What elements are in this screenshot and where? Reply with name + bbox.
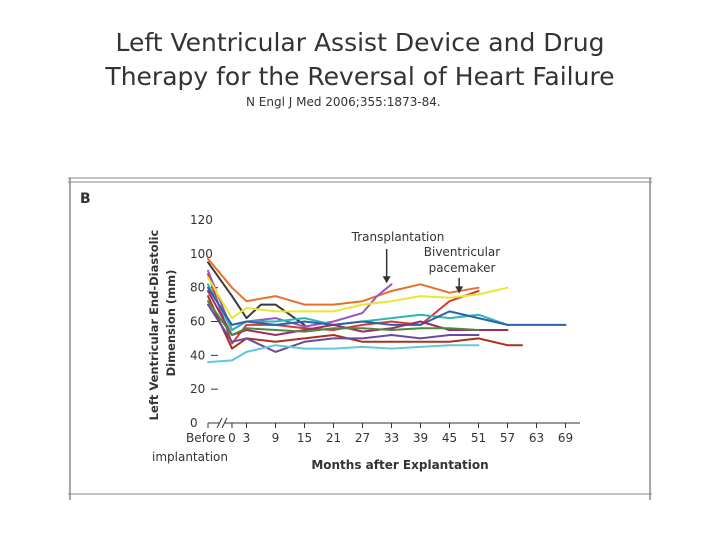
y-tick-label-0: 0 (190, 416, 198, 430)
x-tick-before-line2: implantation (152, 450, 228, 464)
axis-break-mark-2 (221, 417, 228, 429)
series-line-12 (207, 344, 480, 364)
x-tick-label-69: 69 (558, 431, 573, 445)
x-tick-label-63: 63 (529, 431, 544, 445)
x-tick-label-27: 27 (355, 431, 370, 445)
y-tick-label-40: 40 (190, 348, 205, 362)
x-tick-label-0: 0 (228, 431, 236, 445)
annotation-arrowhead-1 (382, 276, 391, 284)
x-tick-label-45: 45 (442, 431, 457, 445)
x-axis-label: Months after Explantation (311, 458, 488, 472)
slide-title: Left Ventricular Assist Device and Drug … (0, 26, 720, 94)
annotation-label-1: Transplantation (351, 230, 445, 244)
series-line-10 (207, 300, 480, 336)
annotation-label-2-line2: pacemaker (429, 261, 496, 275)
y-tick-label-100: 100 (190, 247, 213, 261)
series-line-5 (207, 276, 509, 320)
y-tick-label-20: 20 (190, 382, 205, 396)
y-tick-label-120: 120 (190, 213, 213, 227)
x-tick-label-39: 39 (413, 431, 428, 445)
x-tick-label-57: 57 (500, 431, 515, 445)
x-tick-label-9: 9 (272, 431, 280, 445)
series-line-11 (207, 303, 480, 353)
x-tick-label-21: 21 (326, 431, 341, 445)
y-axis-label: Left Ventricular End-Diastolic Dimension… (147, 226, 178, 421)
panel-label: B (80, 191, 91, 207)
axis-break-mark-1 (216, 417, 223, 429)
y-tick-label-80: 80 (190, 281, 205, 295)
citation: N Engl J Med 2006;355:1873-84. (246, 95, 441, 109)
y-ticks: 0 20 40 60 80 100 120 (190, 213, 218, 430)
x-axis: 0 3 9 15 21 27 33 39 45 51 57 63 69 (207, 417, 580, 445)
annotation-label-2: Biventricular (424, 245, 501, 259)
annotation-arrowhead-2 (455, 286, 464, 294)
y-axis-label-line2: Dimension (mm) (164, 270, 178, 377)
series-group (207, 257, 567, 364)
y-tick-label-60: 60 (190, 315, 205, 329)
x-tick-label-33: 33 (384, 431, 399, 445)
x-tick-label-15: 15 (297, 431, 312, 445)
x-tick-before-line1: Before (186, 431, 225, 445)
y-axis-label-line1: Left Ventricular End-Diastolic (147, 230, 161, 421)
slide-title-line1: Left Ventricular Assist Device and Drug (115, 28, 605, 57)
slide-title-line2: Therapy for the Reversal of Heart Failur… (105, 62, 615, 91)
x-tick-label-3: 3 (243, 431, 251, 445)
series-line-2 (207, 261, 306, 326)
series-line-7 (207, 286, 567, 326)
series-line-1 (207, 257, 480, 306)
x-tick-label-51: 51 (471, 431, 486, 445)
